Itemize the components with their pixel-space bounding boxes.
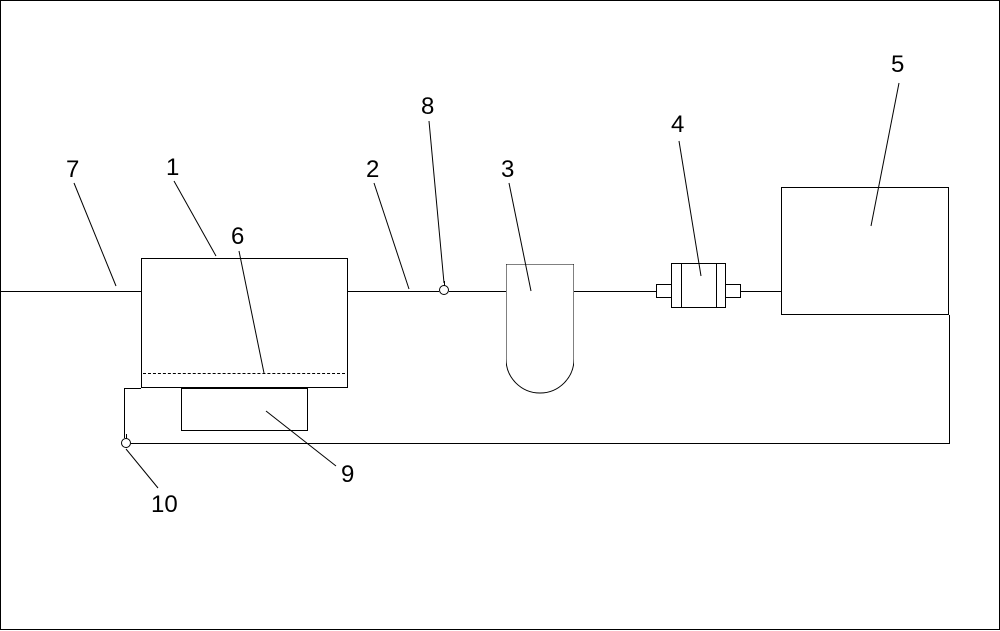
diagram-canvas: 1 2 3 4 5 6 7 8 9 10 [0, 0, 1000, 630]
pump-8 [439, 285, 449, 295]
stub-4-left [656, 284, 671, 298]
pipe-3-to-4 [574, 291, 656, 292]
label-2: 2 [366, 156, 379, 184]
return-vertical-left [124, 388, 125, 438]
pump-10 [121, 438, 131, 448]
label-5: 5 [891, 51, 904, 79]
component-9-box [181, 388, 308, 431]
label-7: 7 [66, 156, 79, 184]
pipe-4-to-5 [741, 291, 781, 292]
pipe-inlet-7 [1, 291, 141, 292]
label-4: 4 [671, 111, 684, 139]
label-3: 3 [501, 156, 514, 184]
component-4-inner2 [716, 263, 717, 308]
component-6-dashed [143, 373, 345, 374]
component-1-box [141, 258, 348, 388]
pipe-1-to-8 [348, 291, 439, 292]
label-6: 6 [231, 223, 244, 251]
return-into-box9 [124, 388, 141, 389]
return-horizontal [131, 443, 950, 444]
component-4-inner1 [681, 263, 682, 308]
label-1: 1 [166, 154, 179, 182]
stub-4-right [726, 284, 741, 298]
component-4-box [671, 263, 726, 308]
label-10: 10 [151, 491, 178, 519]
component-3-vessel [506, 264, 574, 394]
label-9: 9 [341, 461, 354, 489]
label-8: 8 [421, 93, 434, 121]
pipe-8-to-3 [449, 291, 506, 292]
return-vertical-right [949, 315, 950, 443]
component-5-box [781, 187, 949, 315]
